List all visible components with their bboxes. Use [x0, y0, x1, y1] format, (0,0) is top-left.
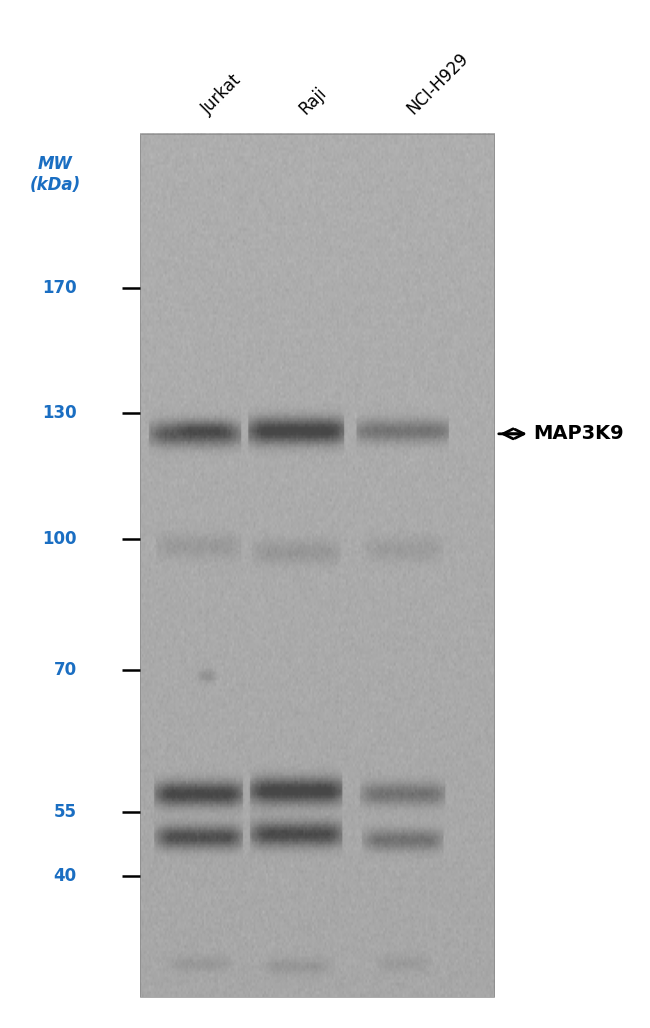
Text: MW
(kDa): MW (kDa)	[30, 155, 81, 194]
Text: 100: 100	[42, 529, 77, 548]
Text: 55: 55	[54, 803, 77, 821]
Text: MAP3K9: MAP3K9	[533, 425, 623, 443]
Bar	[140, 134, 494, 997]
Text: 130: 130	[42, 404, 77, 423]
Text: 40: 40	[53, 867, 77, 885]
Text: Jurkat: Jurkat	[198, 71, 245, 118]
Text: 170: 170	[42, 279, 77, 297]
Text: NCI-H929: NCI-H929	[403, 49, 471, 118]
Text: Raji: Raji	[296, 84, 330, 118]
Text: 70: 70	[53, 661, 77, 680]
